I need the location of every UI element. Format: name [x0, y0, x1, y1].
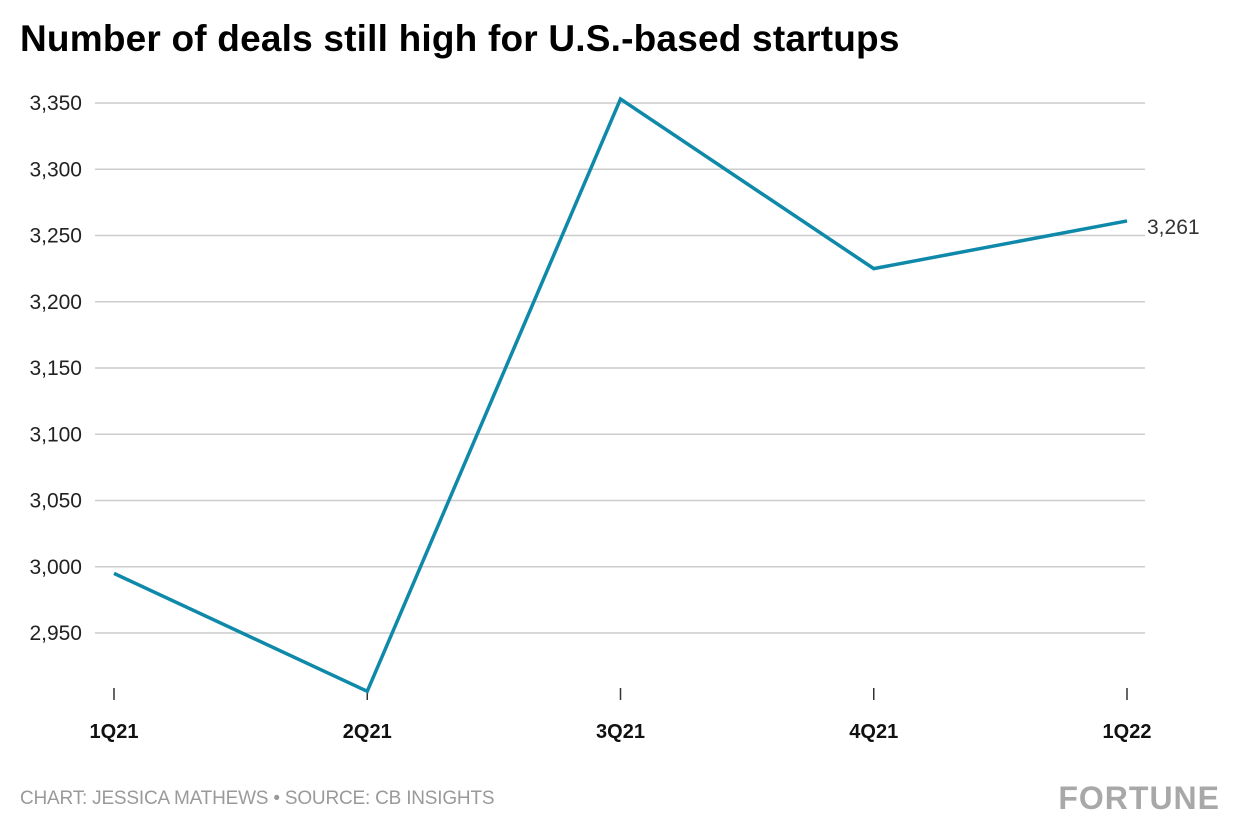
y-tick-label: 3,200 — [29, 291, 82, 314]
series-group — [113, 96, 1128, 694]
y-tick-label: 3,350 — [29, 92, 82, 115]
x-tick-label: 1Q22 — [1103, 721, 1152, 743]
gridlines — [95, 102, 1145, 634]
y-axis-ticks: 2,950 3,000 3,050 3,100 3,150 3,200 3,250 3,300… — [29, 92, 82, 645]
y-tick-label: 3,000 — [29, 556, 82, 579]
y-tick-label: 3,250 — [29, 225, 82, 248]
x-tick-label: 3Q21 — [596, 721, 645, 743]
x-tick-label: 4Q21 — [849, 721, 898, 743]
y-tick-label: 3,150 — [29, 357, 82, 380]
y-tick-label: 2,950 — [29, 622, 82, 645]
fortune-logo: FORTUNE — [1058, 780, 1220, 816]
x-tick-label: 1Q21 — [90, 721, 139, 743]
y-tick-label: 3,050 — [29, 490, 82, 513]
y-tick-label: 3,300 — [29, 158, 82, 181]
end-value-label: 3,261 — [1147, 216, 1200, 239]
data-labels: 3,261 — [1147, 216, 1200, 239]
y-tick-label: 3,100 — [29, 423, 82, 446]
x-axis-ticks: 1Q21 2Q21 3Q21 4Q21 1Q22 — [90, 688, 1152, 743]
chart-title: Number of deals still high for U.S.-base… — [20, 18, 900, 59]
chart-credit: CHART: JESSICA MATHEWS • SOURCE: CB INSI… — [20, 788, 495, 809]
series-line — [113, 96, 1128, 694]
x-tick-label: 2Q21 — [343, 721, 392, 743]
